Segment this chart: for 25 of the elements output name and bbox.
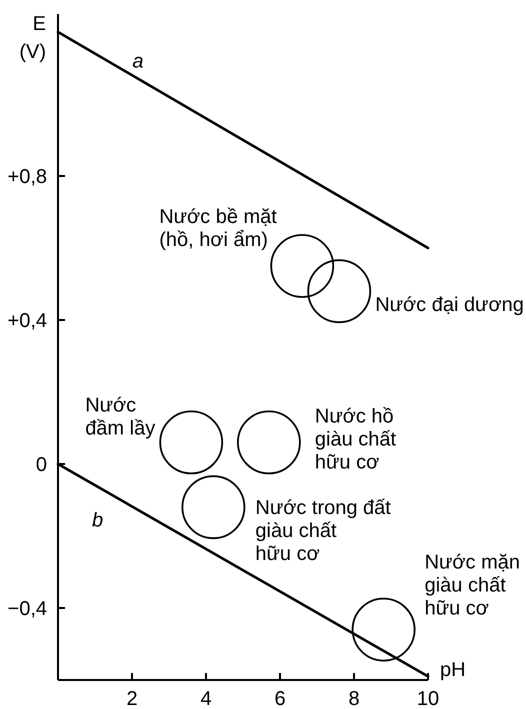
point	[307, 259, 372, 324]
x-tick-label: 4	[200, 688, 212, 709]
point	[159, 410, 224, 474]
y-tick-label: 0	[36, 454, 47, 476]
series-label: Nước trong đất giàu chất hữu cơ	[255, 497, 392, 566]
point	[237, 410, 301, 474]
series-label: Nước bề mặt (hồ, hơi ẩm)	[159, 206, 278, 251]
series-label: b	[92, 510, 104, 532]
series-label: Nước mặn giàu chất hữu cơ	[424, 552, 520, 620]
y-tick-label: +0,8	[8, 166, 47, 188]
y-tick-label: −0,4	[8, 598, 47, 620]
series-label: a	[132, 50, 144, 73]
point	[352, 598, 416, 662]
x-tick-label: 8	[348, 688, 360, 709]
point	[182, 475, 246, 540]
y-tick-label: +0,4	[8, 310, 47, 332]
x-axis-title: pH	[440, 659, 466, 681]
series-label: Nước đầm lầy	[85, 394, 156, 440]
series-label: Nước hồ giàu chất hữu cơ	[314, 405, 397, 474]
x-tick-label: 10	[416, 688, 440, 709]
point	[270, 234, 334, 298]
x-tick-label: 6	[274, 688, 286, 709]
y-axis-title: E (V)	[19, 13, 46, 63]
x-tick-label: 2	[126, 688, 138, 709]
series-label: Nước đại dương	[375, 294, 524, 316]
